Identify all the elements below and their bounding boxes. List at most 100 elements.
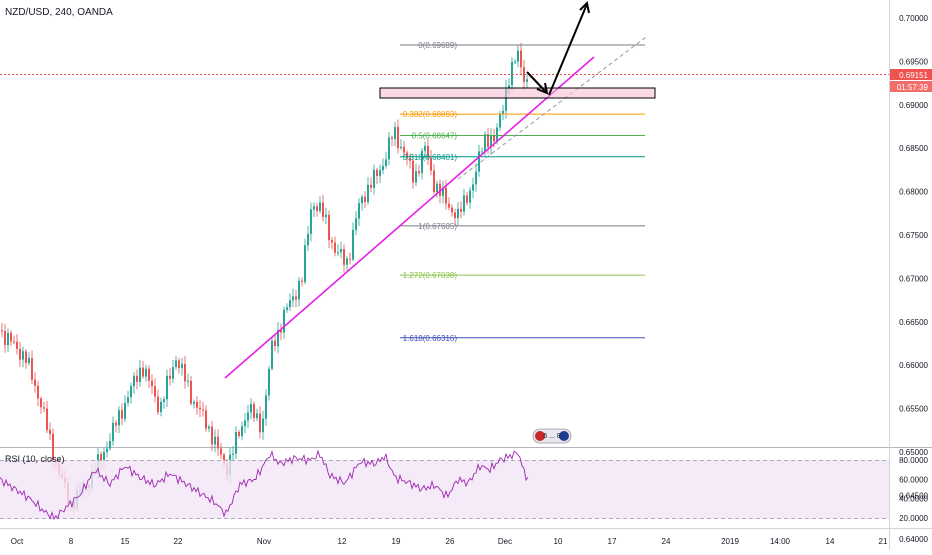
fib-level-label: 1.272(0.67038) xyxy=(403,271,458,280)
candle-body xyxy=(121,410,123,419)
candle-body xyxy=(511,61,513,86)
candle-body xyxy=(280,329,282,333)
candle-body xyxy=(250,404,252,413)
candle-body xyxy=(172,367,174,379)
time-tick-label: 22 xyxy=(174,537,183,546)
candle-body xyxy=(118,410,120,426)
candle-body xyxy=(304,245,306,282)
candle-body xyxy=(484,134,486,152)
time-tick-label: Oct xyxy=(11,537,24,546)
bar-countdown: 01:57:39 xyxy=(897,83,929,92)
time-tick-label: 15 xyxy=(121,537,130,546)
candle-body xyxy=(223,454,225,465)
candle-body xyxy=(517,50,519,62)
candle-body xyxy=(439,183,441,196)
candle-body xyxy=(106,448,108,452)
candle-body xyxy=(472,184,474,191)
candle-body xyxy=(451,207,453,213)
candle-body xyxy=(196,401,198,408)
candle-body xyxy=(394,126,396,139)
candle-body xyxy=(301,280,303,282)
candle-body xyxy=(28,357,30,364)
candle-body xyxy=(268,368,270,396)
dashed-projection-line[interactable] xyxy=(457,36,647,180)
countdown-label: 01:57:39 xyxy=(890,81,932,92)
candle-body xyxy=(460,208,462,212)
candle-body xyxy=(433,170,435,193)
candle-body xyxy=(526,79,528,82)
candle-body xyxy=(349,258,351,260)
time-tick-label: 17 xyxy=(608,537,617,546)
rsi-band xyxy=(0,460,889,519)
candle-body xyxy=(175,360,177,368)
rsi-axis[interactable]: 80.0000 60.0000 40.0000 20.0000 xyxy=(899,456,928,523)
time-tick-label: 14:00 xyxy=(770,537,791,546)
candle-body xyxy=(139,367,141,382)
candle-body xyxy=(520,50,522,68)
candle-body xyxy=(430,157,432,171)
candle-body xyxy=(169,375,171,379)
candle-body xyxy=(202,409,204,411)
candle-body xyxy=(364,196,366,202)
candle-body xyxy=(334,242,336,253)
candle-body xyxy=(409,158,411,161)
rsi-line xyxy=(0,449,529,521)
candle-body xyxy=(103,451,105,462)
candle-body xyxy=(235,431,237,454)
forecast-arrow-up[interactable] xyxy=(548,0,590,96)
candle-body xyxy=(145,368,147,377)
time-tick-label: 10 xyxy=(554,537,563,546)
candle-body xyxy=(256,413,258,418)
fib-level-label: 0.382(0.68893) xyxy=(403,110,458,119)
price-tick-label: 0.64000 xyxy=(899,535,928,544)
current-price-value: 0.69151 xyxy=(899,71,928,80)
price-tick-label: 0.69500 xyxy=(899,57,928,66)
forecast-arrow-down[interactable] xyxy=(526,71,549,95)
candle-body xyxy=(46,408,48,430)
candle-body xyxy=(367,184,369,202)
candle-body xyxy=(154,386,156,397)
candle-body xyxy=(505,87,507,111)
rsi-legend[interactable]: RSI (10, close) xyxy=(5,454,65,464)
candle-body xyxy=(163,399,165,402)
candle-body xyxy=(142,367,144,377)
candle-body xyxy=(325,214,327,217)
candle-body xyxy=(355,218,357,230)
price-axis[interactable]: 0.70000 0.69500 0.69000 0.68500 0.68000 0.675… xyxy=(899,14,928,544)
time-tick-label: 8 xyxy=(69,537,74,546)
candle-body xyxy=(274,340,276,347)
candle-body xyxy=(238,431,240,436)
time-tick-label: 26 xyxy=(446,537,455,546)
candle-body xyxy=(205,410,207,429)
price-tick-label: 0.65000 xyxy=(899,448,928,457)
candle-body xyxy=(319,202,321,212)
symbol-legend[interactable]: NZD/USD, 240, OANDA xyxy=(5,7,113,18)
candle-body xyxy=(4,330,6,346)
candle-body xyxy=(289,300,291,308)
candle-body xyxy=(277,329,279,347)
economic-events-badge[interactable]: 5 ... 8 xyxy=(532,428,572,444)
candle-body xyxy=(490,135,492,147)
resistance-zone-box[interactable] xyxy=(379,87,656,99)
trendline[interactable] xyxy=(224,56,595,379)
candle-body xyxy=(499,113,501,128)
current-price-label: 0.69151 xyxy=(890,69,932,80)
candle-body xyxy=(31,357,33,380)
fib-retracement[interactable]: 0(0.69689) 0.382(0.68893) 0.5(0.68647) 0.61… xyxy=(400,41,645,343)
candle-body xyxy=(112,422,114,442)
price-tick-label: 0.66500 xyxy=(899,318,928,327)
candle-body xyxy=(115,422,117,426)
candle-body xyxy=(247,412,249,421)
time-tick-label: 12 xyxy=(338,537,347,546)
price-tick-label: 0.70000 xyxy=(899,14,928,23)
candle-body xyxy=(259,413,261,433)
candle-body xyxy=(514,61,516,63)
candle-body xyxy=(292,296,294,301)
candle-body xyxy=(193,401,195,404)
time-axis[interactable]: Oct 8 15 22 Nov 12 19 26 Dec 10 17 24 2019 14:00 14 21 xyxy=(11,537,888,546)
candle-body xyxy=(379,170,381,177)
candle-body xyxy=(310,209,312,234)
price-tick-label: 0.66000 xyxy=(899,361,928,370)
